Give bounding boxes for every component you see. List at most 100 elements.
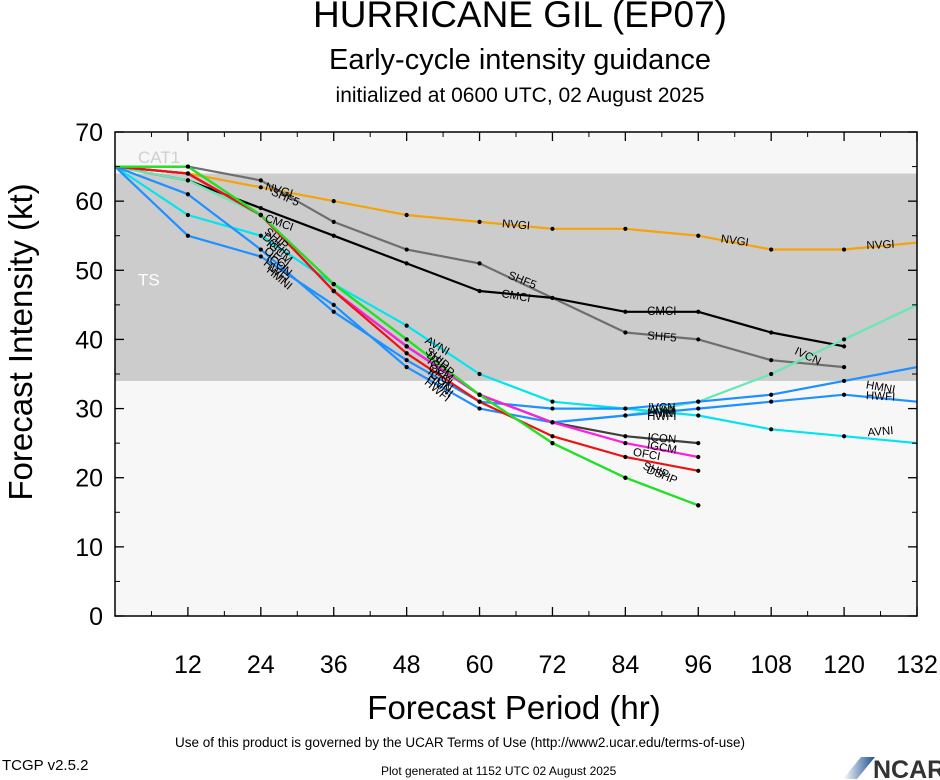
data-point — [477, 288, 482, 294]
x-tick-label: 84 — [611, 651, 639, 679]
data-point — [550, 441, 555, 446]
model-label: HMNI — [647, 408, 676, 420]
data-point — [331, 219, 336, 224]
data-point — [623, 434, 628, 439]
data-point — [331, 282, 336, 287]
ncar-logo-swoosh — [843, 757, 875, 779]
data-point — [769, 427, 774, 432]
model-label: SHF5 — [647, 330, 677, 345]
data-point — [550, 295, 555, 301]
data-point — [696, 233, 701, 238]
y-axis-label: Forecast Intensity (kt) — [2, 183, 39, 500]
data-point — [258, 254, 263, 259]
x-tick-label: 72 — [539, 651, 567, 679]
data-point — [769, 247, 774, 252]
terms-of-use-text: Use of this product is governed by the U… — [175, 735, 745, 750]
chart-title: HURRICANE GIL (EP07) — [313, 0, 727, 35]
chart-subtitle: Early-cycle intensity guidance — [328, 44, 711, 76]
data-point — [477, 219, 482, 224]
data-point — [696, 454, 701, 460]
model-label: ICON — [647, 432, 677, 446]
data-point — [258, 247, 263, 252]
data-point — [769, 399, 774, 404]
model-label: AVNI — [649, 405, 675, 417]
chart-init-time: initialized at 0600 UTC, 02 August 2025 — [335, 84, 705, 107]
data-point — [331, 309, 336, 314]
data-point — [841, 247, 847, 252]
y-tick-label: 10 — [75, 534, 103, 562]
axes: 12 24 36 48 60 72 84 96 108 120 132 0 10 20 30 40 50 60 70 — [75, 119, 938, 679]
data-point — [696, 337, 701, 342]
data-point — [623, 475, 628, 480]
data-point — [696, 406, 701, 411]
data-point — [185, 233, 191, 238]
data-point — [696, 309, 701, 314]
data-point — [841, 378, 847, 384]
data-point — [331, 302, 336, 307]
data-point — [623, 330, 628, 335]
data-point — [696, 503, 701, 508]
data-point — [404, 364, 409, 370]
x-tick-label: 108 — [750, 651, 792, 679]
y-tick-label: 70 — [75, 119, 103, 147]
data-point — [404, 212, 409, 218]
data-point — [696, 399, 701, 404]
model-label: HWFI — [866, 390, 896, 404]
model-label: NVGI — [501, 218, 530, 232]
x-tick-label: 132 — [896, 651, 938, 679]
series-line — [115, 165, 917, 410]
model-label: HWFI — [647, 411, 676, 423]
y-tick-label: 60 — [75, 188, 103, 216]
data-point — [623, 309, 628, 314]
data-point — [841, 364, 847, 370]
intensity-band — [115, 132, 917, 174]
data-point — [258, 233, 263, 238]
band-label: CAT1 — [138, 148, 180, 167]
x-tick-label: 60 — [466, 651, 494, 679]
ncar-logo-text: NCAR — [873, 756, 940, 780]
data-point — [404, 358, 409, 363]
data-point — [623, 413, 628, 418]
x-tick-label: 96 — [684, 651, 712, 679]
model-label: NVGI — [866, 239, 895, 252]
data-point — [696, 468, 701, 473]
data-point — [185, 171, 191, 176]
series-line — [115, 165, 917, 424]
y-tick-label: 20 — [75, 465, 103, 493]
data-point — [477, 406, 482, 411]
y-tick-label: 40 — [75, 326, 103, 354]
x-tick-label: 12 — [174, 651, 202, 679]
series-line — [115, 165, 917, 445]
data-point — [841, 392, 847, 397]
data-point — [404, 323, 409, 328]
data-point — [331, 288, 336, 294]
data-point — [258, 185, 263, 190]
data-point — [623, 441, 628, 446]
data-point — [769, 358, 774, 363]
model-label: NVGI — [720, 233, 750, 249]
version-label: TCGP v2.5.2 — [2, 757, 89, 774]
data-point — [696, 413, 701, 418]
data-point — [258, 212, 263, 218]
data-point — [550, 399, 555, 404]
data-point — [550, 434, 555, 439]
model-label: CMCI — [500, 288, 531, 305]
data-point — [477, 392, 482, 397]
model-label: OFCI — [632, 447, 661, 464]
x-tick-label: 120 — [823, 651, 865, 679]
data-point — [477, 371, 482, 377]
data-point — [477, 261, 482, 266]
data-point — [185, 192, 191, 197]
y-tick-label: 0 — [89, 603, 103, 631]
data-point — [841, 344, 847, 349]
model-label: IVCN — [648, 403, 675, 415]
model-label: HMNI — [865, 379, 896, 396]
data-point — [404, 337, 409, 342]
data-point — [769, 371, 774, 377]
data-point — [769, 330, 774, 335]
data-point — [404, 344, 409, 349]
data-point — [841, 434, 847, 439]
band-label: TS — [138, 270, 160, 289]
